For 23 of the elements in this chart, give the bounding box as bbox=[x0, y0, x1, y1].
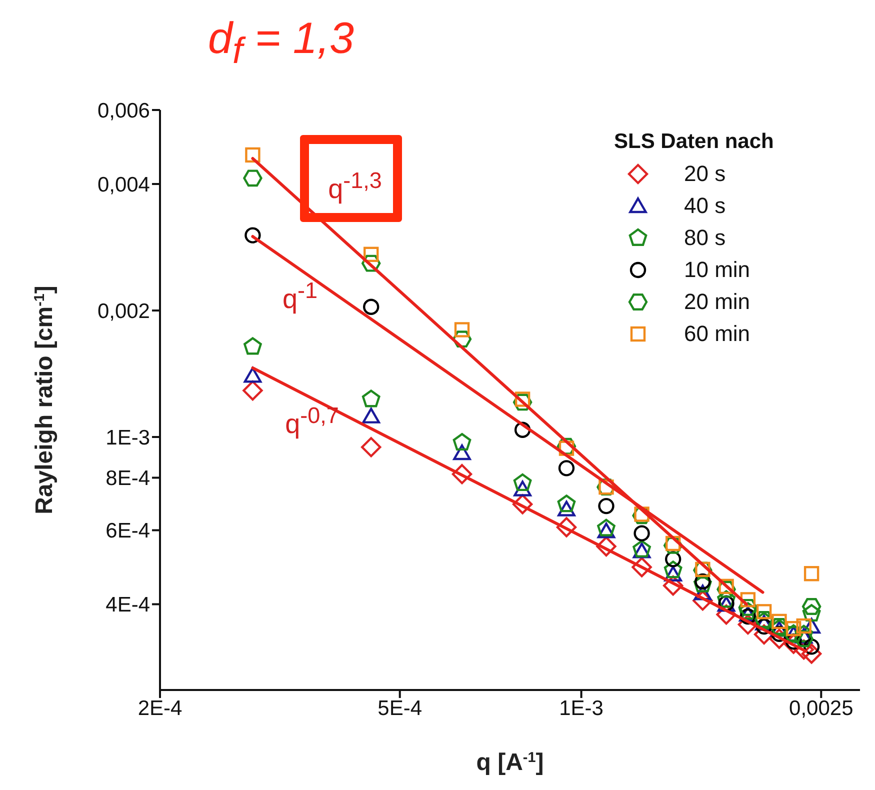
annotation: q$^{-1}$ bbox=[281, 278, 319, 315]
legend-label: 40 s bbox=[684, 193, 726, 219]
x-axis-title: q [A$^{-1}$] bbox=[476, 749, 544, 776]
x-tick-label: 2E-4 bbox=[138, 696, 182, 720]
legend-label: 20 min bbox=[684, 289, 750, 315]
y-tick-label: 6E-4 bbox=[106, 520, 150, 543]
y-tick-label: 0,002 bbox=[97, 300, 150, 323]
legend-label: 60 min bbox=[684, 321, 750, 347]
x-tick-label: 0,0025 bbox=[789, 696, 854, 720]
y-tick-label: 8E-4 bbox=[106, 467, 150, 490]
y-tick-label: 0,004 bbox=[97, 173, 150, 196]
legend-label: 20 s bbox=[684, 161, 726, 187]
y-tick-label: 4E-4 bbox=[106, 594, 150, 617]
legend-title: SLS Daten nach bbox=[614, 130, 775, 154]
x-tick-label: 1E-3 bbox=[559, 696, 604, 720]
chart-title: d$_{f}$ = 1,3 bbox=[208, 14, 354, 72]
annotation: q$^{-1,3}$ bbox=[327, 168, 383, 205]
legend-label: 80 s bbox=[684, 225, 726, 251]
y-tick-label: 1E-3 bbox=[106, 426, 150, 450]
y-tick-label: 0,006 bbox=[97, 99, 150, 122]
x-tick-label: 5E-4 bbox=[378, 696, 422, 720]
legend-label: 10 min bbox=[684, 257, 750, 283]
annotation: q$^{-0,7}$ bbox=[284, 403, 340, 440]
